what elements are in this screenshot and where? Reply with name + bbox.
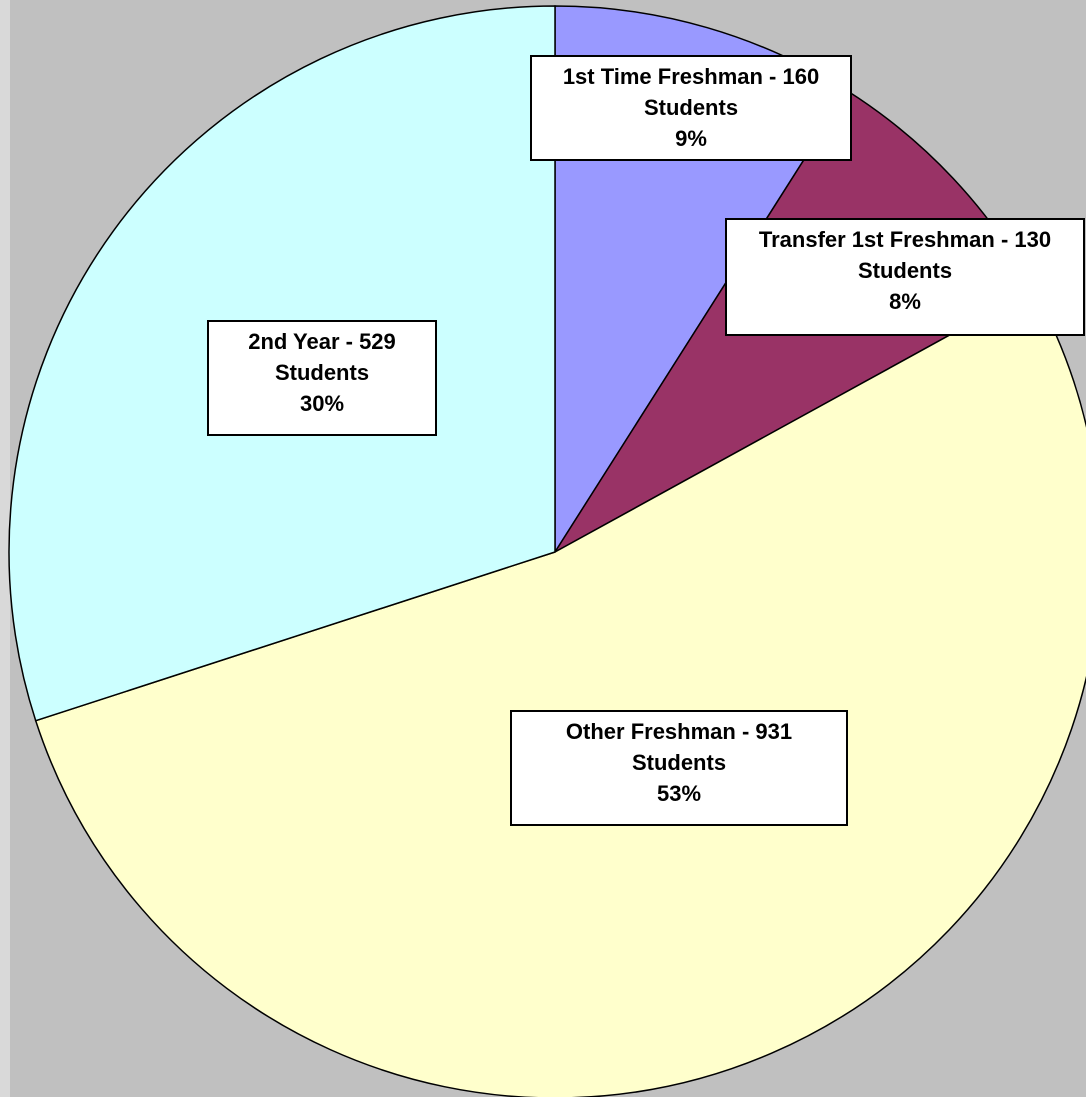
percent-label: 30% — [299, 391, 345, 416]
percent-label: 9% — [675, 126, 707, 151]
category-label: Other Freshman - 931 Students — [565, 719, 793, 775]
percent-label: 8% — [889, 289, 921, 314]
percent-label: 53% — [656, 781, 702, 806]
category-label: Transfer 1st Freshman - 130 Students — [758, 227, 1052, 283]
data-label: 2nd Year - 529 Students 30% — [207, 320, 437, 436]
category-label: 1st Time Freshman - 160 Students — [562, 64, 820, 120]
category-label: 2nd Year - 529 Students — [248, 329, 396, 385]
data-label: Other Freshman - 931 Students 53% — [510, 710, 848, 826]
data-label: Transfer 1st Freshman - 130 Students 8% — [725, 218, 1085, 336]
data-label: 1st Time Freshman - 160 Students 9% — [530, 55, 852, 161]
pie-slice — [34, 287, 1086, 1097]
